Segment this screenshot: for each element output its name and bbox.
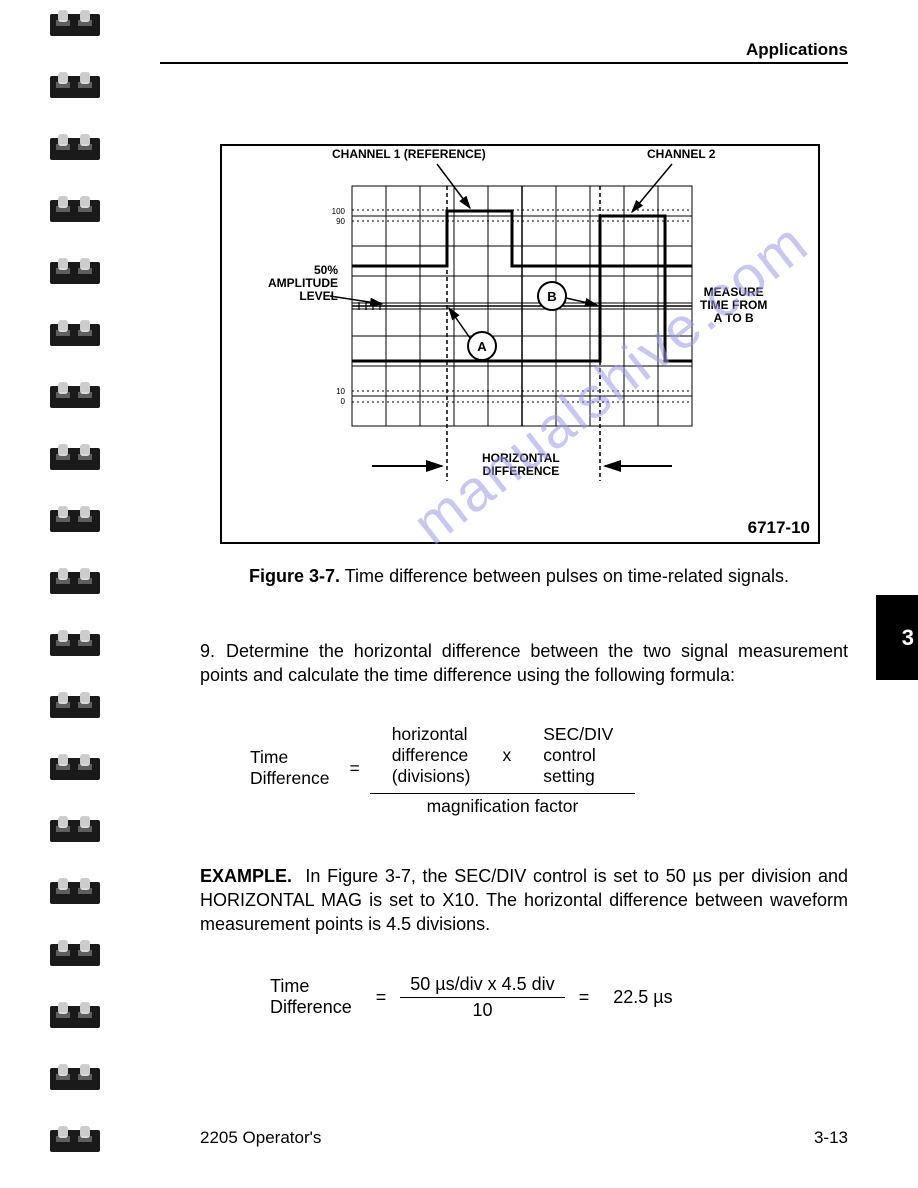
formula2-result: 22.5 µs — [603, 972, 682, 1023]
label-channel2: CHANNEL 2 — [647, 148, 715, 161]
svg-text:A: A — [477, 339, 487, 354]
figure-id: 6717-10 — [748, 518, 810, 538]
formula2-eq1: = — [362, 972, 401, 1023]
formula-num-left: horizontal difference (divisions) — [382, 722, 489, 789]
page-content: Applications — [160, 40, 858, 1148]
svg-text:10: 10 — [336, 387, 345, 396]
svg-text:B: B — [547, 289, 556, 304]
formula-op: x — [490, 722, 523, 789]
formula-num-right: SEC/DIV control setting — [525, 722, 623, 789]
step-number: 9. — [200, 639, 226, 663]
example-label: EXAMPLE. — [200, 866, 292, 886]
figure-3-7: A B 100 90 10 0 CHANNEL 1 (REFERENCE) CH… — [220, 144, 820, 544]
formula-time-difference: Time Difference = horizontal difference … — [240, 718, 818, 819]
step-9: 9.Determine the horizontal difference be… — [200, 639, 848, 688]
formula-eq: = — [339, 718, 369, 819]
caption-prefix: Figure 3-7. — [249, 566, 340, 586]
svg-text:100: 100 — [332, 207, 346, 216]
figure-caption: Figure 3-7. Time difference between puls… — [220, 564, 818, 589]
formula2-num: 50 µs/div x 4.5 div — [400, 972, 564, 998]
example-body: In Figure 3-7, the SEC/DIV control is se… — [200, 866, 848, 935]
svg-text:0: 0 — [341, 397, 346, 406]
label-horiz-diff: HORIZONTAL DIFFERENCE — [482, 452, 560, 478]
label-channel1: CHANNEL 1 (REFERENCE) — [332, 148, 486, 161]
label-amplitude: 50% AMPLITUDE LEVEL — [268, 264, 338, 304]
chapter-tab-label: 3 — [902, 625, 914, 651]
step-body: Determine the horizontal difference betw… — [200, 641, 848, 685]
label-measure: MEASURE TIME FROM A TO B — [700, 286, 767, 326]
chapter-tab: 3 — [876, 595, 918, 680]
footer-right: 3-13 — [814, 1128, 848, 1148]
example-paragraph: EXAMPLE. In Figure 3-7, the SEC/DIV cont… — [200, 864, 848, 937]
page-header: Applications — [160, 40, 848, 64]
page-footer: 2205 Operator's 3-13 — [200, 1128, 848, 1148]
spiral-binding — [50, 10, 110, 1178]
formula2-eq2: = — [565, 972, 604, 1023]
caption-text: Time difference between pulses on time-r… — [345, 566, 789, 586]
footer-left: 2205 Operator's — [200, 1128, 321, 1148]
formula-example: Time Difference = 50 µs/div x 4.5 div = … — [260, 972, 858, 1023]
formula2-lhs: Time Difference — [260, 972, 362, 1023]
formula-lhs: Time Difference — [240, 718, 339, 819]
formula2-den: 10 — [400, 997, 564, 1023]
oscilloscope-diagram: A B 100 90 10 0 — [222, 146, 818, 542]
svg-text:90: 90 — [336, 217, 345, 226]
formula-den: magnification factor — [370, 793, 636, 819]
